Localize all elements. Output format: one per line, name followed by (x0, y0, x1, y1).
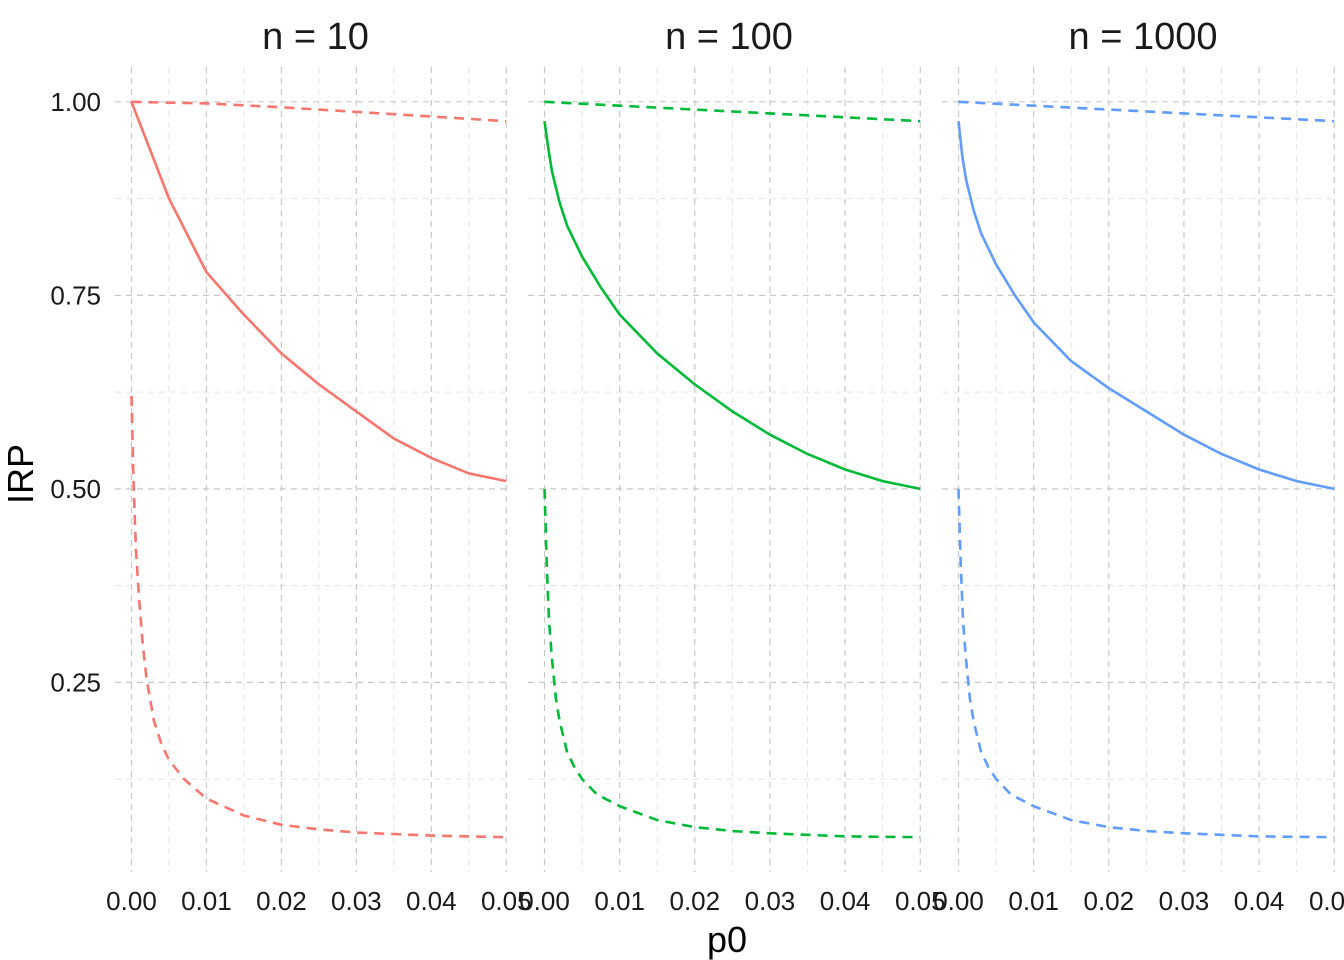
x-axis-title: p0 (707, 919, 747, 960)
x-tick-label: 0.03 (331, 886, 382, 916)
series-line-solid (957, 121, 1335, 491)
series-line-dashed (131, 100, 507, 123)
series-line-dashed (957, 488, 1335, 839)
y-tick-label: 0.75 (50, 280, 101, 310)
facet-title: n = 100 (665, 16, 793, 58)
x-tick-label: 0.02 (256, 886, 307, 916)
x-tick-label: 0.04 (406, 886, 457, 916)
series-layer (130, 100, 1335, 839)
y-tick-label: 1.00 (50, 87, 101, 117)
series-line-dashed (958, 100, 1335, 123)
x-tick-label: 0.00 (933, 886, 984, 916)
series-line-dashed (544, 100, 921, 123)
facet-title: n = 10 (262, 16, 369, 58)
x-tick-label: 0.02 (1084, 886, 1135, 916)
x-tick-label: 0.01 (594, 886, 645, 916)
series-line-dashed (130, 395, 507, 839)
x-tick-label: 0.02 (670, 886, 721, 916)
x-tick-label: 0.03 (1159, 886, 1210, 916)
series-line-dashed (543, 488, 921, 839)
x-tick-label: 0.04 (820, 886, 871, 916)
facet-title: n = 1000 (1069, 16, 1218, 58)
series-line-solid (543, 121, 921, 491)
label-layer: n = 10 0.00 0.01 0.02 0.03 0.04 0.05 n = 100 0.0… (50, 16, 1344, 916)
y-tick-label: 0.25 (50, 667, 101, 697)
x-tick-label: 0.04 (1234, 886, 1285, 916)
x-tick-label: 0.05 (481, 886, 532, 916)
x-tick-label: 0.01 (1008, 886, 1059, 916)
y-axis-title: IRP (0, 444, 41, 504)
x-tick-label: 0.05 (895, 886, 946, 916)
y-tick-label: 0.50 (50, 474, 101, 504)
grid-layer (115, 67, 1338, 872)
x-tick-label: 0.05 (1309, 886, 1344, 916)
x-tick-label: 0.01 (181, 886, 232, 916)
x-tick-label: 0.00 (519, 886, 570, 916)
series-line-solid (130, 101, 507, 483)
x-tick-label: 0.00 (106, 886, 157, 916)
x-tick-label: 0.03 (745, 886, 796, 916)
